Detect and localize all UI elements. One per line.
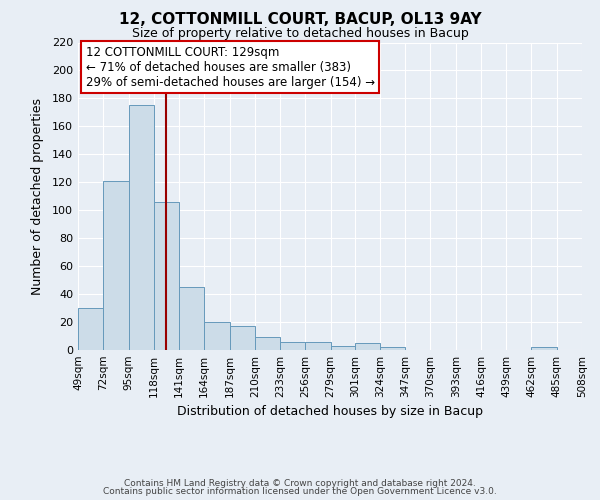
Text: 12, COTTONMILL COURT, BACUP, OL13 9AY: 12, COTTONMILL COURT, BACUP, OL13 9AY bbox=[119, 12, 481, 28]
Text: Contains public sector information licensed under the Open Government Licence v3: Contains public sector information licen… bbox=[103, 487, 497, 496]
X-axis label: Distribution of detached houses by size in Bacup: Distribution of detached houses by size … bbox=[177, 406, 483, 418]
Bar bbox=[103, 181, 128, 350]
Text: Size of property relative to detached houses in Bacup: Size of property relative to detached ho… bbox=[131, 28, 469, 40]
Y-axis label: Number of detached properties: Number of detached properties bbox=[31, 98, 44, 294]
Bar bbox=[179, 287, 204, 350]
Bar bbox=[78, 308, 103, 350]
Bar bbox=[154, 202, 179, 350]
Text: Contains HM Land Registry data © Crown copyright and database right 2024.: Contains HM Land Registry data © Crown c… bbox=[124, 478, 476, 488]
Bar bbox=[380, 347, 405, 350]
Bar bbox=[355, 343, 380, 350]
Bar bbox=[305, 342, 331, 350]
Bar bbox=[255, 338, 280, 350]
Text: 12 COTTONMILL COURT: 129sqm
← 71% of detached houses are smaller (383)
29% of se: 12 COTTONMILL COURT: 129sqm ← 71% of det… bbox=[86, 46, 374, 88]
Bar bbox=[128, 106, 154, 350]
Bar bbox=[532, 347, 557, 350]
Bar bbox=[204, 322, 230, 350]
Bar bbox=[280, 342, 305, 350]
Bar bbox=[230, 326, 255, 350]
Bar bbox=[331, 346, 356, 350]
